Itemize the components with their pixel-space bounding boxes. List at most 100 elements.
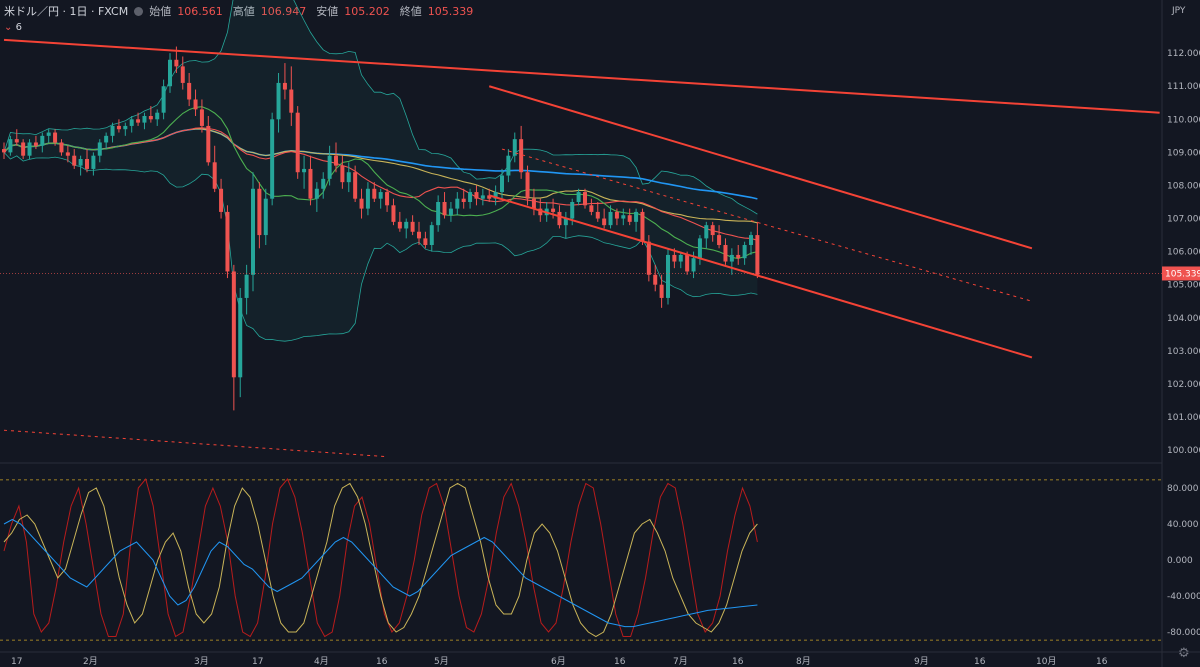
candle-body: [448, 208, 453, 216]
time-tick-label: 3月: [194, 656, 209, 667]
candle-body: [225, 211, 230, 272]
open-label: 始値: [149, 5, 172, 18]
candle-body: [123, 125, 128, 130]
price-tick-label: 100.000: [1167, 446, 1200, 456]
close-label: 終値: [399, 5, 422, 18]
dashed-trendline: [3, 429, 388, 458]
last-price-text: 105.339: [1165, 269, 1200, 279]
candle-body: [506, 155, 511, 176]
candle-body: [72, 155, 77, 166]
oscillator-pane: [0, 477, 1162, 641]
high-label: 高値: [232, 5, 255, 18]
candle-body: [353, 172, 358, 199]
gear-icon[interactable]: ⚙: [1178, 646, 1190, 661]
candle-body: [666, 254, 670, 298]
candle-body: [710, 225, 715, 236]
bollinger-fill: [4, 0, 758, 342]
candle-body: [480, 195, 485, 199]
candle-body: [621, 215, 626, 219]
osc-series-2: [3, 518, 758, 628]
candle-body: [110, 125, 115, 136]
candle-body: [321, 178, 326, 189]
time-tick-label: 2月: [83, 656, 98, 667]
candle-body: [334, 155, 338, 166]
candle-body: [455, 198, 460, 209]
candle-body: [672, 254, 677, 262]
candle-body: [493, 192, 498, 199]
candle-body: [276, 82, 281, 120]
sma-red-line: [3, 127, 758, 241]
candle-body: [704, 225, 709, 239]
candle-body: [282, 82, 287, 90]
time-tick-label: 7月: [673, 656, 688, 667]
candle-body: [557, 211, 562, 226]
candle-body: [749, 235, 753, 245]
osc-tick-label: 40.000: [1167, 520, 1199, 530]
candle-body: [646, 241, 651, 275]
candle-body: [91, 155, 96, 169]
price-tick-label: 101.000: [1167, 413, 1200, 423]
candle-body: [640, 211, 645, 242]
candle-body: [678, 254, 683, 262]
price-tick-label: 106.000: [1167, 248, 1200, 258]
price-tick-label: 107.000: [1167, 215, 1200, 225]
candle-body: [717, 235, 722, 245]
trendline: [488, 194, 1033, 359]
candle-body: [729, 254, 734, 262]
time-tick-label: 17: [11, 657, 22, 667]
low-label: 安値: [316, 5, 339, 18]
bollinger-upper: [3, 0, 758, 215]
bollinger-lower: [3, 152, 758, 342]
candle-body: [595, 211, 600, 219]
candle-body: [614, 211, 619, 219]
osc-series-1: [3, 482, 758, 638]
candle-body: [525, 172, 530, 199]
candle-body: [238, 297, 243, 378]
candle-body: [251, 188, 255, 275]
candle-body: [59, 142, 64, 153]
indicator-count: 6: [15, 22, 22, 33]
price-tick-label: 104.000: [1167, 314, 1200, 324]
trendline: [3, 38, 1160, 114]
candle-body: [40, 135, 45, 146]
price-tick-label: 103.000: [1167, 347, 1200, 357]
time-tick-label: 16: [614, 657, 626, 667]
candle-body: [634, 211, 639, 222]
time-tick-label: 8月: [796, 656, 811, 667]
candle-body: [295, 112, 300, 173]
candle-body: [500, 175, 504, 193]
candle-body: [423, 238, 428, 245]
price-pane: [0, 0, 1162, 458]
candle-body: [691, 258, 696, 272]
candle-body: [685, 254, 690, 272]
candle-body: [314, 188, 319, 199]
candle-body: [512, 139, 517, 156]
time-tick-label: 16: [376, 657, 388, 667]
chevron-down-icon[interactable]: ⌄: [4, 22, 16, 33]
candle-body: [551, 208, 556, 212]
candle-body: [404, 221, 409, 229]
candle-body: [570, 202, 575, 219]
candle-body: [187, 82, 192, 100]
candle-body: [538, 208, 543, 216]
candle-body: [378, 192, 383, 199]
indicator-legend[interactable]: ⌄ 6: [4, 22, 22, 33]
symbol-label[interactable]: 米ドル／円 · 1日 · FXCM: [4, 5, 129, 18]
candle-body: [755, 235, 760, 275]
candle-body: [2, 149, 6, 153]
candle-body: [436, 202, 441, 226]
candle-body: [161, 86, 166, 113]
candle-body: [531, 198, 536, 209]
time-tick-label: 9月: [914, 656, 929, 667]
candle-body: [65, 152, 70, 156]
last-price-tag: [1162, 266, 1200, 281]
candle-body: [474, 192, 479, 199]
price-tick-label: 110.000: [1167, 115, 1200, 125]
time-tick-label: 17: [252, 657, 263, 667]
candle-body: [519, 139, 524, 173]
candle-body: [359, 198, 364, 209]
candle-body: [21, 142, 26, 156]
candle-body: [627, 215, 632, 222]
price-tick-label: 108.000: [1167, 181, 1200, 191]
